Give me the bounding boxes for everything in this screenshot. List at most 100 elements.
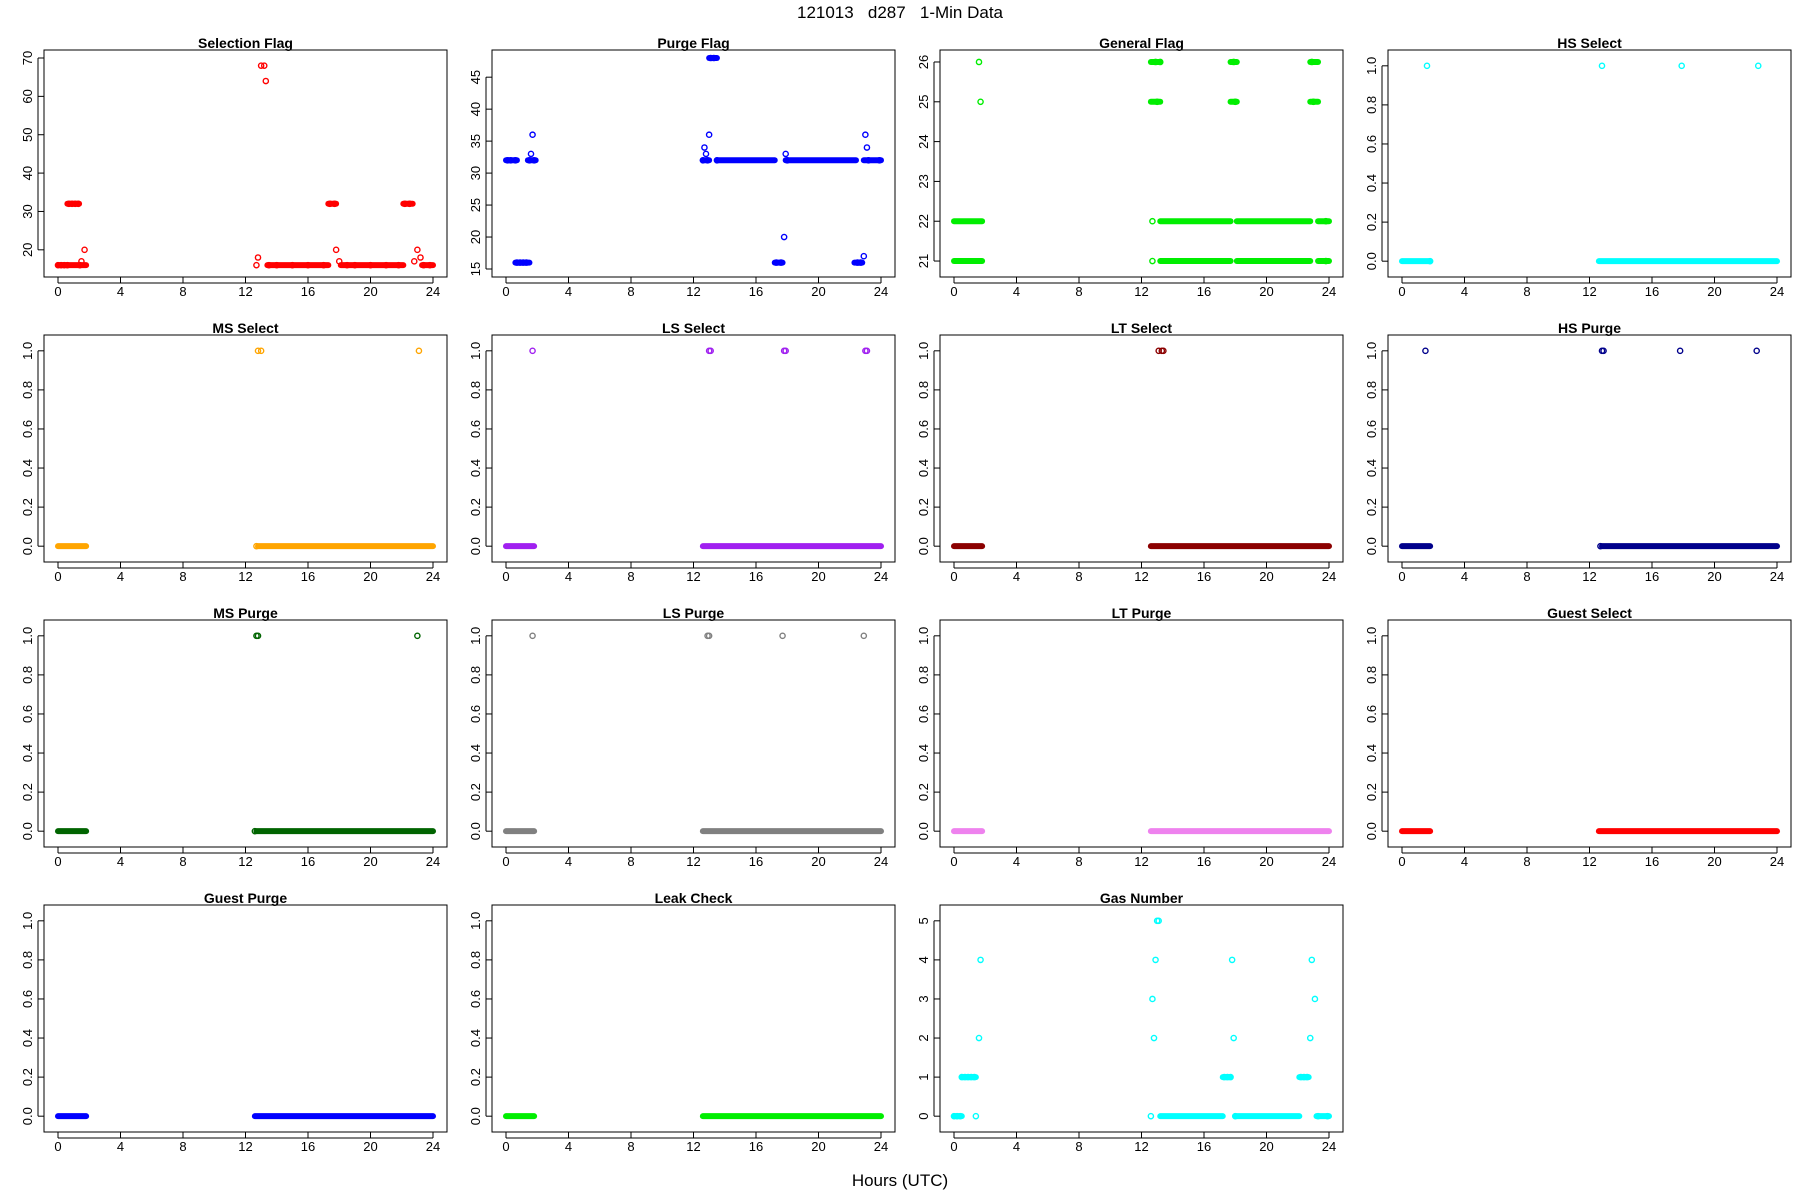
x-tick-label: 12 [1582,854,1596,869]
y-tick-label: 21 [916,254,931,268]
data-point [1322,257,1330,265]
data-point [1322,217,1330,225]
figure-title: 121013 d287 1-Min Data [797,3,1004,22]
y-tick-label: 15 [468,262,483,276]
data-point [519,259,527,266]
y-tick-label: 0.4 [20,744,35,762]
x-tick-label: 12 [238,284,252,299]
data-point [406,200,413,208]
x-tick-label: 0 [54,854,61,869]
data-point [1306,1034,1314,1042]
y-tick-label: 0.8 [1364,381,1379,399]
x-tick-label: 12 [686,284,700,299]
plot-frame [43,619,448,848]
data-point [1230,58,1237,66]
plot-frame [939,619,1344,848]
plot-frame [43,904,448,1133]
panel-title: Gas Number [1100,890,1184,906]
x-tick-label: 0 [950,569,957,584]
data-point [713,157,721,164]
y-tick-label: 0.6 [468,420,483,438]
panel-title: LS Purge [663,605,725,621]
panel-12: Guest Select 0 4 8 12 16 20 24 0.0 0.2 0.4 0.6 0.8 1.… [1364,605,1792,869]
panel-title: LT Select [1111,320,1173,336]
data-point [964,1073,972,1081]
data-point [1324,1112,1331,1120]
data-point [1311,995,1319,1003]
y-tick-label: 0.2 [1364,213,1379,231]
y-tick-label: 0.4 [20,459,35,477]
data-point [512,157,519,164]
data-point [1423,62,1431,70]
x-tick-label: 20 [1259,569,1273,584]
panel-9: MS Purge 0 4 8 12 16 20 24 0.0 0.2 0.4 0.6 0.8 1.0 [20,605,448,869]
panel-title: LT Purge [1112,605,1172,621]
data-point [1227,1073,1234,1081]
y-tick-label: 0.8 [468,381,483,399]
x-tick-label: 4 [1013,1139,1020,1154]
plot-frame [939,904,1344,1133]
y-tick-label: 0.4 [20,1029,35,1047]
x-tick-label: 12 [238,1139,252,1154]
data-point [1308,58,1316,66]
panel-14: Leak Check 0 4 8 12 16 20 24 0.0 0.2 0.4 0.6 0.8 1.0 [468,890,896,1154]
panel-8: HS Purge 0 4 8 12 16 20 24 0.0 0.2 0.4 0.6 0.8 1.0 [1364,320,1792,584]
y-tick-label: 0.6 [916,420,931,438]
panel-4: HS Select 0 4 8 12 16 20 24 0.0 0.2 0.4 0.6 0.8 1.0 [1364,35,1792,299]
data-point [1600,347,1607,355]
x-tick-label: 20 [1259,854,1273,869]
data-point [977,956,984,964]
data-point [71,200,79,208]
y-tick-label: 1 [916,1073,931,1080]
y-tick-label: 0.6 [468,705,483,723]
data-point [705,632,713,640]
x-tick-label: 24 [1770,854,1784,869]
x-tick-label: 4 [1461,284,1468,299]
x-tick-label: 16 [1197,854,1211,869]
x-tick-label: 0 [54,1139,61,1154]
data-point [950,1112,958,1120]
x-tick-label: 4 [117,284,124,299]
data-point [857,259,864,266]
y-tick-label: 0.6 [20,705,35,723]
y-tick-label: 0.6 [468,990,483,1008]
data-point [860,252,868,260]
y-tick-label: 0.4 [468,1029,483,1047]
data-point [262,77,270,85]
y-tick-label: 0.2 [468,783,483,801]
data-point [782,150,789,158]
data-point [876,157,883,164]
panel-13: Guest Purge 0 4 8 12 16 20 24 0.0 0.2 0.4 0.6 0.8 1.0 [20,890,448,1154]
y-tick-label: 4 [916,956,931,963]
x-tick-label: 4 [1013,284,1020,299]
x-tick-label: 20 [363,1139,377,1154]
data-point [257,62,265,69]
x-tick-label: 16 [749,284,763,299]
x-tick-label: 8 [179,854,186,869]
data-point [415,347,423,355]
data-point [779,632,786,640]
x-tick-label: 0 [950,284,957,299]
y-tick-label: 0.4 [1364,174,1379,192]
data-point [332,246,340,254]
y-tick-label: 0.6 [20,990,35,1008]
panel-title: General Flag [1099,35,1184,51]
y-tick-label: 0.0 [1364,537,1379,555]
data-point [975,58,983,66]
data-point [1597,542,1604,550]
x-tick-label: 4 [565,854,572,869]
y-tick-label: 0.2 [20,498,35,516]
y-tick-label: 25 [468,198,483,212]
x-tick-label: 0 [54,569,61,584]
data-point [1231,98,1239,106]
x-tick-label: 12 [686,854,700,869]
data-point [1147,1112,1155,1120]
x-tick-label: 16 [301,569,315,584]
data-point [420,261,427,269]
x-tick-label: 20 [1259,1139,1273,1154]
data-point [320,261,327,269]
y-tick-label: 0.0 [20,1107,35,1125]
x-tick-label: 4 [117,1139,124,1154]
x-tick-label: 4 [1461,569,1468,584]
